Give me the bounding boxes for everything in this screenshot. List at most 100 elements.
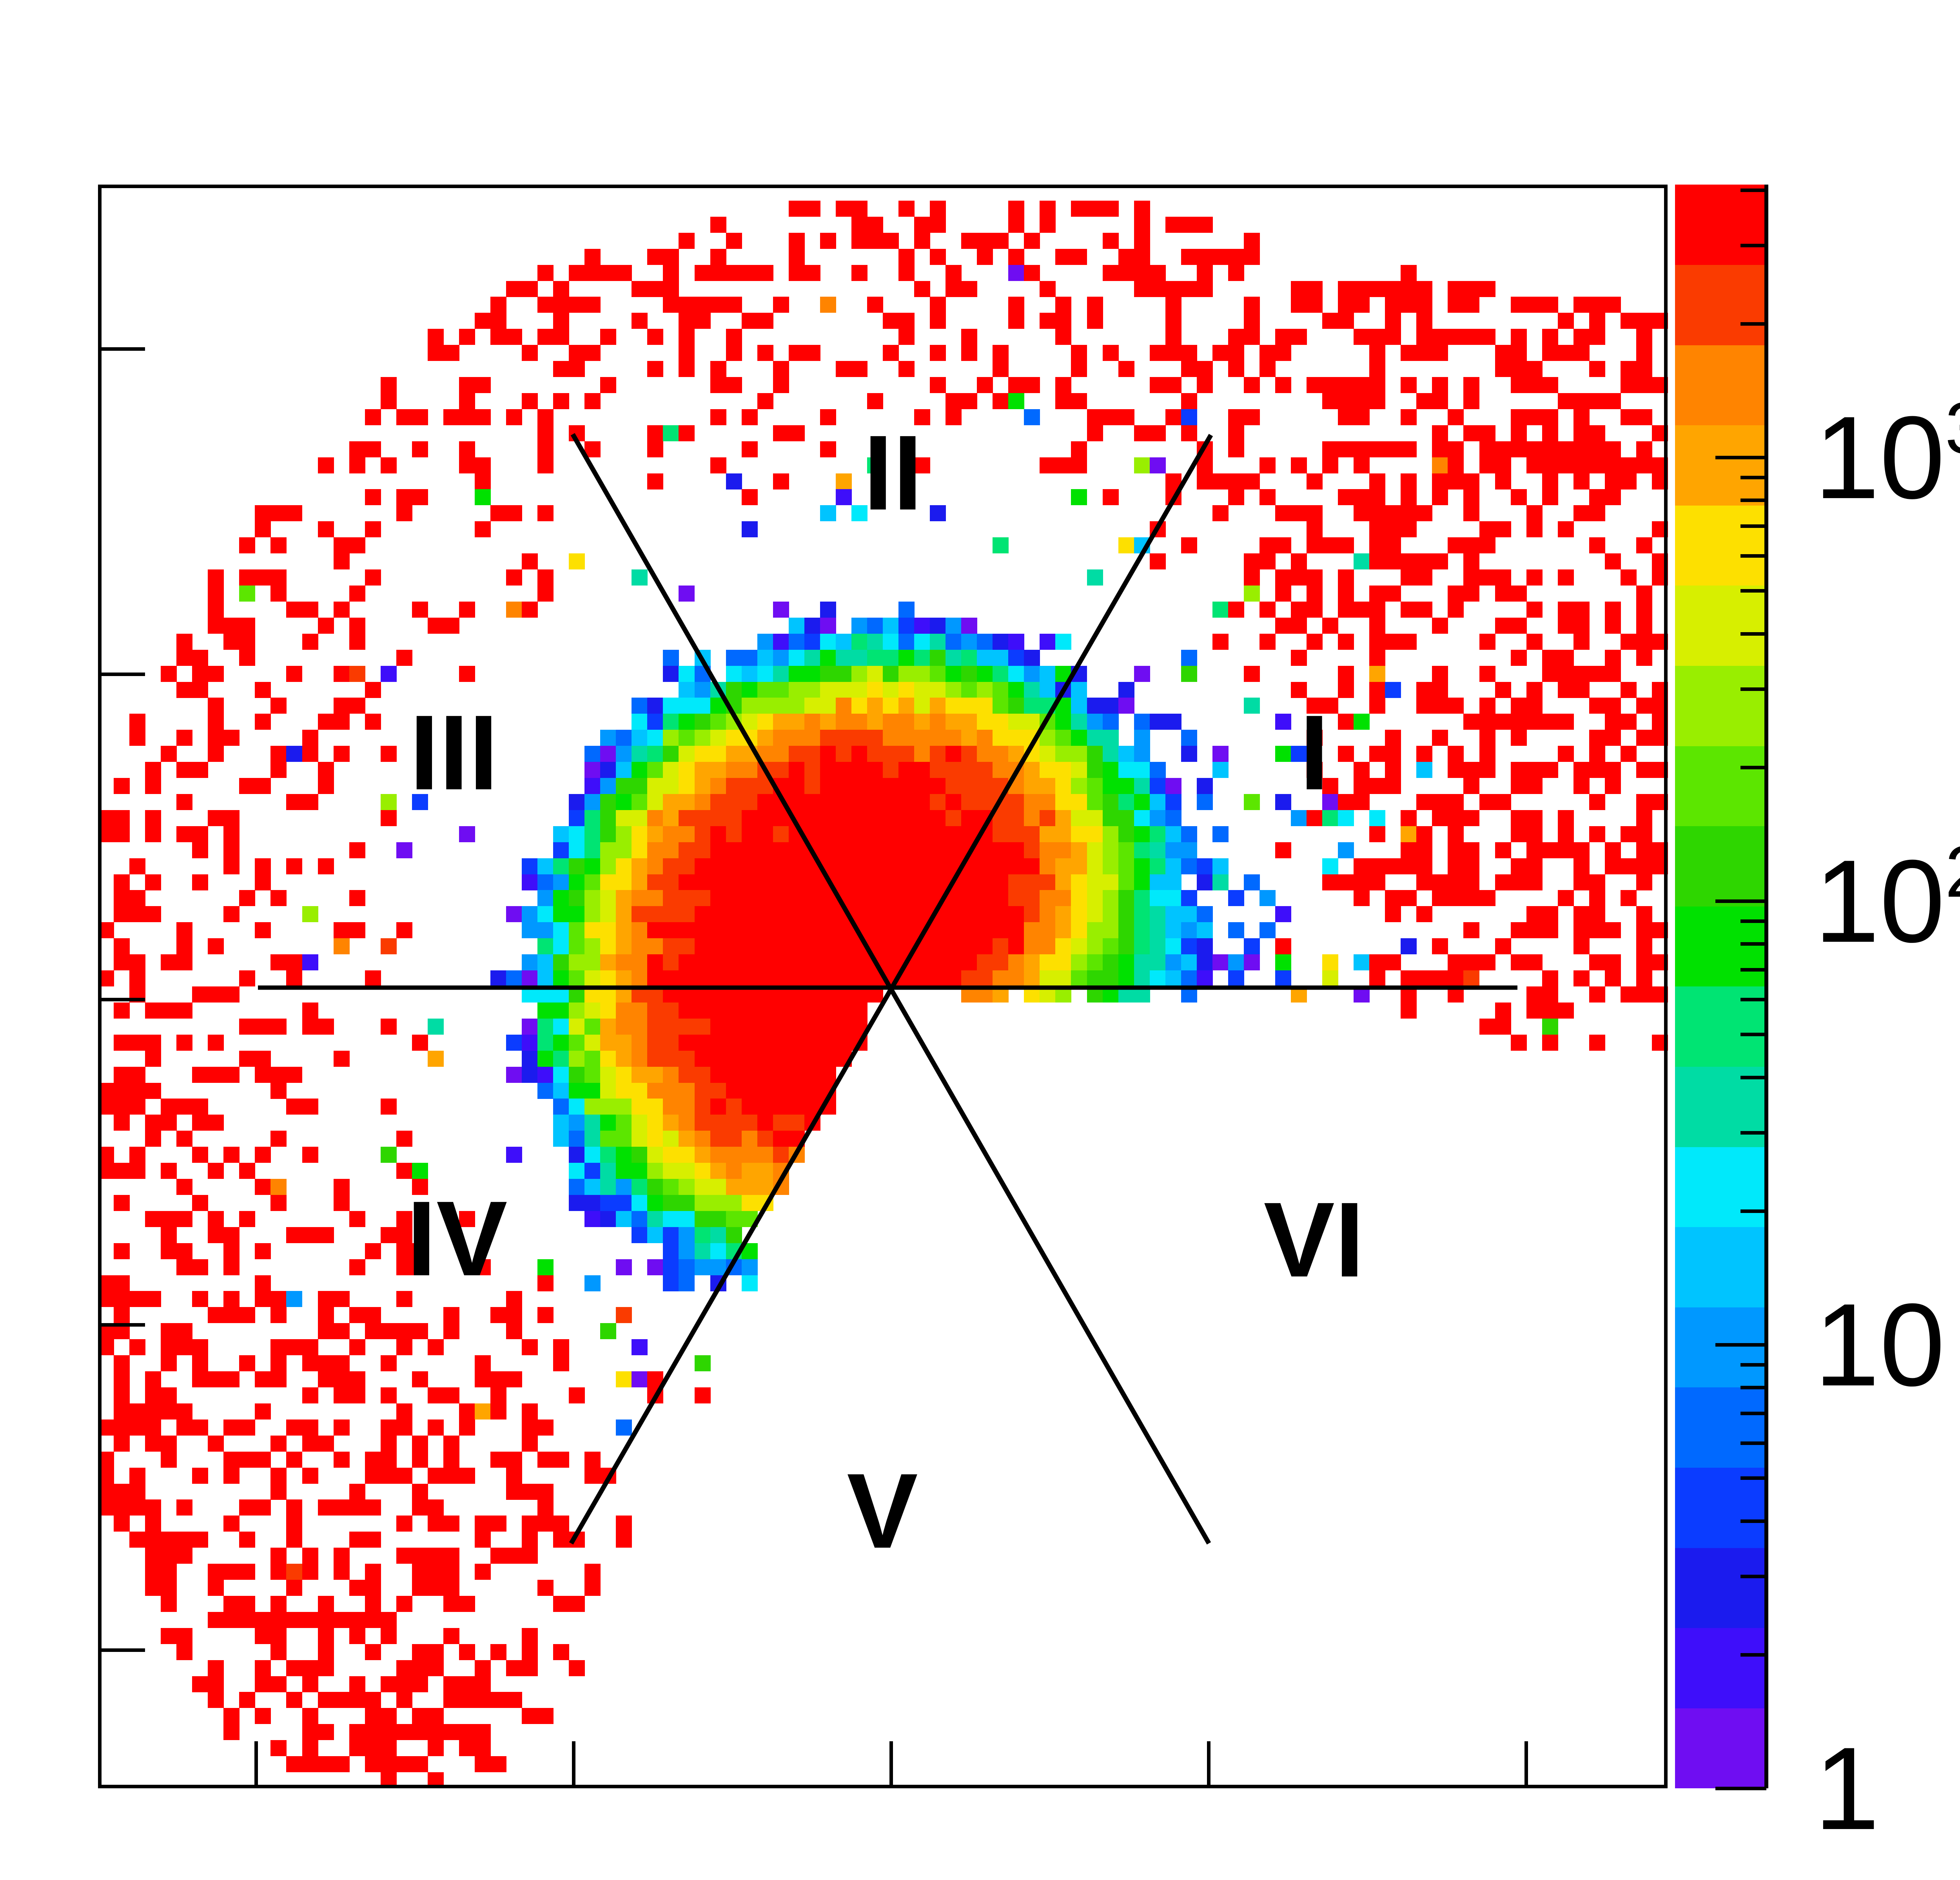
heatmap-bin [145,1435,162,1452]
heatmap-bin [176,938,193,955]
heatmap-bin [239,1612,256,1628]
heatmap-bin [114,1387,130,1403]
heatmap-bin [114,1419,130,1436]
heatmap-bin [129,906,146,923]
heatmap-bin [161,1387,177,1403]
colorbar-minor-tick [1740,476,1766,480]
heatmap-bin [145,1082,162,1099]
heatmap-bin [223,1516,240,1532]
heatmap-bin [192,1371,209,1388]
colorbar-minor-tick [1740,919,1766,923]
heatmap-bin [208,1307,224,1323]
heatmap-bin [114,1371,130,1388]
colorbar-minor-tick [1740,1209,1766,1213]
heatmap-bin [114,1002,130,1019]
heatmap-bin [255,922,271,939]
heatmap-bin [161,1355,177,1372]
heatmap-bin [192,1355,209,1372]
heatmap-bin [145,1548,162,1564]
heatmap-bin [129,1066,146,1083]
heatmap-bin [114,1403,130,1420]
heatmap-bin [114,810,130,826]
heatmap-bin [192,826,209,842]
heatmap-bin [176,1131,193,1147]
heatmap-bin [176,1339,193,1356]
heatmap-bin [255,874,271,890]
heatmap-bin [161,1435,177,1452]
heatmap-bin [145,778,162,794]
heatmap-bin [145,1499,162,1516]
heatmap-bin [176,1644,193,1660]
heatmap-bin [129,714,146,730]
heatmap-bin [145,1419,162,1436]
heatmap-bin [145,1211,162,1227]
colorbar-minor-tick [1740,1653,1766,1657]
heatmap-bin [129,890,146,906]
heatmap-bin [239,569,256,586]
colorbar-minor-tick [1740,1575,1766,1579]
heatmap-bin [208,665,224,682]
heatmap-bin [114,906,130,923]
heatmap-bin [176,1548,193,1564]
heatmap-bin [208,1034,224,1051]
heatmap-bin [114,1243,130,1259]
heatmap-bin [192,1066,209,1083]
heatmap-bin [114,1034,130,1051]
heatmap-bin [161,954,177,971]
heatmap-bin [239,1018,256,1035]
heatmap-bin [145,1291,162,1307]
heatmap-bin [129,1163,146,1179]
colorbar-minor-tick [1740,499,1766,502]
heatmap-bin [239,1211,256,1227]
heatmap-bin [255,1050,271,1067]
heatmap-bin [208,986,224,1003]
heatmap-bin [255,1018,271,1035]
heatmap-bin [114,1195,130,1211]
heatmap-bin [129,1419,146,1436]
heatmap-bin [114,1291,130,1307]
heatmap-bin [223,1708,240,1724]
heatmap-bin [129,1467,146,1484]
heatmap-bin [114,890,130,906]
colorbar-minor-tick [1740,244,1766,248]
heatmap-bin [239,1451,256,1468]
heatmap-bin [129,1291,146,1307]
heatmap-bin [208,1676,224,1692]
heatmap-bin [223,1724,240,1740]
heatmap-bin [161,1227,177,1243]
heatmap-bin [223,1564,240,1580]
heatmap-bin [145,826,162,842]
heatmap-bin [208,714,224,730]
heatmap-bin [208,810,224,826]
heatmap-bin [239,778,256,794]
heatmap-bin [208,1564,224,1580]
heatmap-bin [176,1532,193,1548]
heatmap-bin [223,1243,240,1259]
heatmap-bin [223,858,240,874]
heatmap-bin [223,730,240,746]
heatmap-bin [255,682,271,698]
colorbar-minor-tick [1740,632,1766,636]
heatmap-bin [176,1628,193,1644]
heatmap-bin [129,730,146,746]
heatmap-bin [145,1371,162,1388]
heatmap-bin [114,826,130,842]
heatmap-bin [192,649,209,666]
colorbar-minor-tick [1740,1131,1766,1135]
heatmap-bin [145,1034,162,1051]
heatmap-bin [208,1580,224,1596]
heatmap-bin [145,906,162,923]
heatmap-bin [145,810,162,826]
heatmap-bin [208,698,224,714]
heatmap-bin [255,505,271,522]
heatmap-bin [223,1259,240,1275]
heatmap-bin [239,1499,256,1516]
heatmap-bin [208,1066,224,1083]
heatmap-bin [176,1034,193,1051]
heatmap-bin [114,938,130,955]
heatmap-bin [161,1323,177,1340]
heatmap-bin [176,649,193,666]
heatmap-bin [114,1355,130,1372]
heatmap-bin [192,1532,209,1548]
